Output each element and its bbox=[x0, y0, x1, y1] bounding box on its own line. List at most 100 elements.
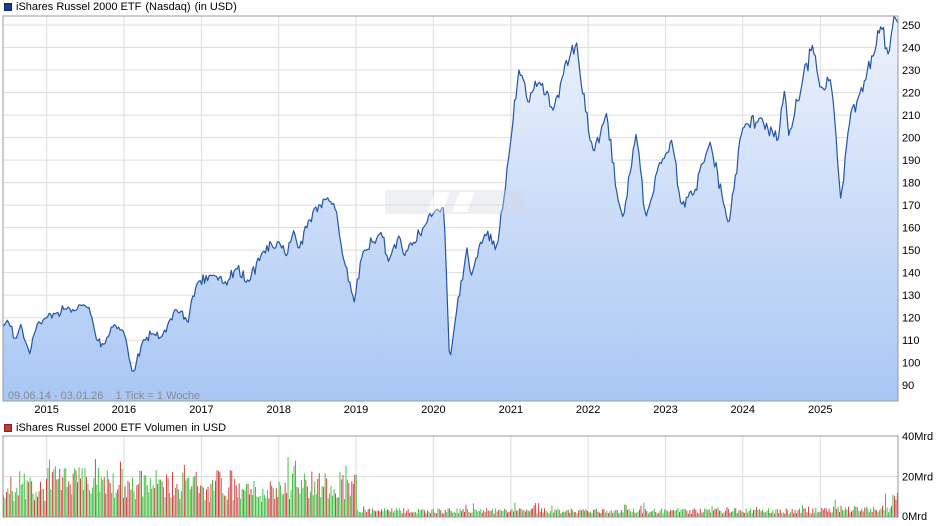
volume-bar bbox=[265, 498, 267, 517]
volume-bar bbox=[63, 468, 65, 517]
volume-bar bbox=[354, 475, 356, 517]
volume-bar bbox=[330, 485, 332, 517]
volume-bar bbox=[723, 512, 725, 517]
volume-bar bbox=[375, 511, 376, 517]
volume-bar bbox=[81, 468, 83, 517]
volume-bar bbox=[757, 509, 759, 517]
volume-bar bbox=[212, 480, 213, 517]
volume-bar bbox=[736, 513, 738, 517]
volume-bar bbox=[295, 460, 296, 517]
volume-bar bbox=[763, 512, 765, 517]
price-y-tick-label: 90 bbox=[902, 380, 914, 392]
volume-bar bbox=[409, 512, 411, 517]
volume-bar bbox=[618, 513, 620, 517]
volume-bar bbox=[873, 506, 875, 517]
volume-bar bbox=[566, 510, 568, 517]
volume-bar bbox=[716, 509, 717, 517]
volume-bar bbox=[526, 509, 528, 517]
volume-bar bbox=[517, 510, 519, 517]
x-tick-label: 2019 bbox=[344, 404, 368, 416]
volume-bar bbox=[89, 490, 90, 517]
volume-bar bbox=[538, 503, 540, 517]
volume-bar bbox=[154, 488, 156, 517]
volume-bar bbox=[658, 512, 660, 517]
volume-bar bbox=[674, 510, 676, 517]
volume-bar bbox=[194, 475, 196, 517]
volume-bar bbox=[370, 513, 372, 517]
volume-bar bbox=[735, 508, 737, 517]
volume-bar bbox=[856, 507, 858, 517]
volume-bar bbox=[554, 509, 556, 517]
volume-bar bbox=[66, 486, 68, 517]
volume-bar bbox=[837, 506, 839, 517]
volume-bar bbox=[722, 513, 723, 517]
volume-bar bbox=[710, 512, 711, 517]
volume-bar bbox=[496, 511, 498, 517]
volume-bar bbox=[7, 488, 9, 517]
volume-bar bbox=[853, 505, 855, 517]
volume-bar bbox=[204, 500, 206, 517]
volume-bar bbox=[401, 513, 403, 517]
volume-bar bbox=[367, 509, 369, 517]
volume-bar bbox=[376, 511, 378, 517]
price-y-tick-label: 160 bbox=[902, 223, 920, 235]
price-line bbox=[2, 15, 899, 372]
volume-bar bbox=[883, 510, 885, 517]
volume-bar bbox=[29, 477, 31, 517]
volume-bar bbox=[244, 490, 246, 517]
volume-bar bbox=[418, 508, 419, 517]
volume-bar bbox=[892, 494, 894, 517]
volume-bar bbox=[185, 480, 187, 517]
volume-bar bbox=[894, 496, 895, 517]
volume-bar bbox=[690, 513, 692, 517]
volume-bar bbox=[281, 494, 283, 517]
volume-bar bbox=[671, 510, 673, 517]
volume-bar bbox=[94, 459, 96, 517]
volume-bar bbox=[831, 512, 833, 517]
volume-bar bbox=[118, 484, 120, 517]
volume-bar bbox=[649, 512, 651, 517]
volume-bar bbox=[453, 511, 455, 517]
volume-bar bbox=[137, 484, 139, 517]
volume-bar bbox=[132, 477, 133, 517]
volume-bar bbox=[51, 472, 53, 517]
volume-bar bbox=[261, 501, 262, 517]
volume-bar bbox=[547, 512, 548, 517]
volume-bar bbox=[599, 512, 600, 517]
volume-bar bbox=[69, 484, 71, 517]
volume-bar bbox=[228, 487, 230, 517]
volume-bar bbox=[403, 508, 405, 517]
volume-bar bbox=[432, 508, 434, 517]
volume-bar bbox=[397, 510, 399, 517]
price-y-tick-label: 220 bbox=[902, 88, 920, 100]
volume-bar bbox=[209, 501, 210, 517]
volume-bar bbox=[455, 513, 457, 517]
volume-bar bbox=[867, 508, 869, 517]
volume-bar bbox=[717, 507, 719, 517]
volume-bar bbox=[567, 509, 569, 517]
volume-bar bbox=[158, 479, 160, 517]
volume-bar bbox=[256, 496, 258, 517]
volume-bar bbox=[28, 482, 30, 517]
x-tick-label: 2025 bbox=[808, 404, 832, 416]
volume-bar bbox=[379, 511, 381, 517]
volume-bar bbox=[124, 486, 126, 517]
volume-bar bbox=[179, 498, 181, 517]
volume-bar bbox=[827, 511, 829, 517]
volume-bar bbox=[197, 486, 199, 517]
volume-bar bbox=[769, 512, 771, 517]
volume-bar bbox=[782, 512, 784, 517]
volume-bar bbox=[865, 506, 867, 517]
volume-bar bbox=[701, 512, 703, 517]
volume-bar bbox=[34, 500, 35, 517]
volume-bar bbox=[616, 510, 618, 517]
volume-bar bbox=[828, 508, 830, 517]
volume-bar bbox=[676, 510, 677, 517]
volume-bar bbox=[431, 509, 433, 517]
volume-bar bbox=[450, 510, 452, 517]
volume-bar bbox=[302, 488, 304, 517]
volume-bar bbox=[813, 512, 815, 517]
volume-bar bbox=[361, 512, 363, 517]
volume-bar bbox=[215, 480, 216, 517]
volume-bar bbox=[404, 513, 406, 517]
